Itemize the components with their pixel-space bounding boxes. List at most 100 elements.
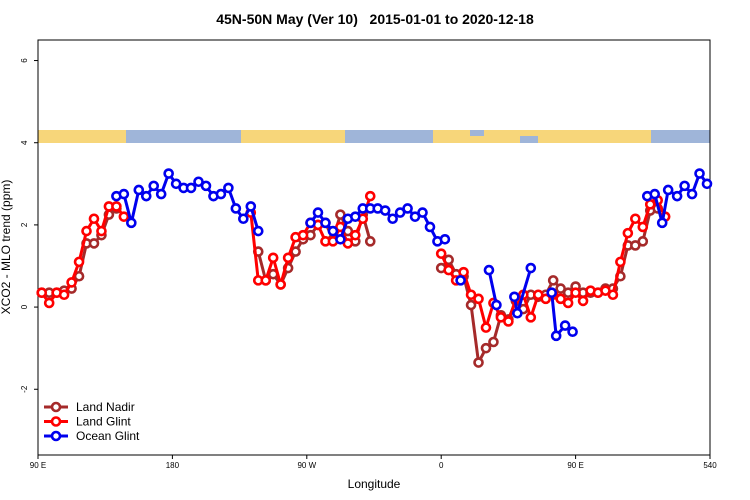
land-band [38,130,126,143]
data-point [320,217,331,229]
data-point [424,221,436,233]
data-point [335,209,346,220]
data-point [96,225,107,237]
data-point [350,211,361,222]
data-point [417,207,428,218]
x-tick-label: 90 E [567,461,583,470]
land-band [241,130,345,143]
y-tick-label: 0 [20,304,29,309]
data-point [555,283,566,294]
data-point [364,236,376,247]
data-point [305,217,316,229]
data-point [394,207,406,218]
data-point [58,289,70,301]
x-tick-label: 540 [703,461,717,470]
plot-frame [37,39,711,456]
data-point [465,299,477,311]
legend-swatch-marker [50,430,62,442]
data-point [630,213,641,225]
legend-swatch-marker [50,416,62,427]
land-ocean-strip [38,130,710,143]
data-point [491,299,502,311]
data-point [656,217,668,229]
data-point [615,256,626,268]
y-tick-label: 2 [20,222,29,227]
data-point [260,275,272,286]
data-point [495,312,507,323]
data-point [439,233,451,245]
data-point [555,293,566,305]
data-point [622,227,634,239]
data-point [163,168,174,179]
data-point [465,289,477,301]
data-point [473,293,484,305]
data-point [694,168,705,179]
data-point [483,264,495,276]
data-point [701,178,713,190]
data-point [267,252,279,264]
legend-label: Ocean Glint [76,429,140,443]
data-point [88,238,100,249]
data-point [155,188,167,200]
data-point [480,342,492,354]
data-point [637,236,649,247]
x-tick-label: 0 [439,461,444,470]
data-point [473,357,484,368]
y-tick-label: -2 [20,385,29,393]
legend-label: Land Glint [76,415,131,429]
data-point [455,275,466,286]
data-point [81,225,92,237]
data-point [335,233,346,245]
data-point [402,203,413,214]
data-point [480,322,492,333]
data-point [230,203,242,214]
data-point [66,277,77,288]
data-point [238,213,249,225]
data-point [43,297,55,309]
data-point [512,307,523,319]
data-point [570,287,581,298]
data-point [637,221,649,233]
data-point [126,217,137,229]
data-point [88,213,100,225]
data-point [327,225,339,237]
data-point [252,225,264,237]
data-point [148,180,160,192]
ocean-band [520,136,538,143]
x-tick-label: 180 [166,461,180,470]
y-axis-label: XCO2 - MLO trend (ppm) [0,180,13,315]
data-point [364,190,376,202]
legend-swatch-marker [50,401,62,413]
data-point [342,238,354,249]
data-point [133,184,145,196]
data-point [387,213,398,225]
data-point [36,287,48,298]
data-point [562,297,574,309]
data-point [540,293,552,305]
data-point [662,184,674,196]
data-point [546,287,558,298]
data-point [312,207,324,218]
data-point [275,279,286,290]
y-tick-label: 6 [20,58,29,63]
y-tick-label: 4 [20,140,29,145]
data-point [547,275,559,286]
data-point [170,178,182,190]
data-point [297,229,309,241]
data-point [509,291,520,303]
data-point [140,190,152,202]
data-point [215,188,227,200]
data-point [630,240,641,251]
data-point [435,248,447,259]
data-point [223,182,234,194]
data-point [488,336,499,348]
data-point [350,229,361,241]
data-point [550,330,562,342]
data-point [379,205,391,216]
data-point [443,264,454,276]
data-point [503,316,514,327]
data-point [679,180,690,192]
data-point [458,266,469,278]
data-point [649,188,661,200]
